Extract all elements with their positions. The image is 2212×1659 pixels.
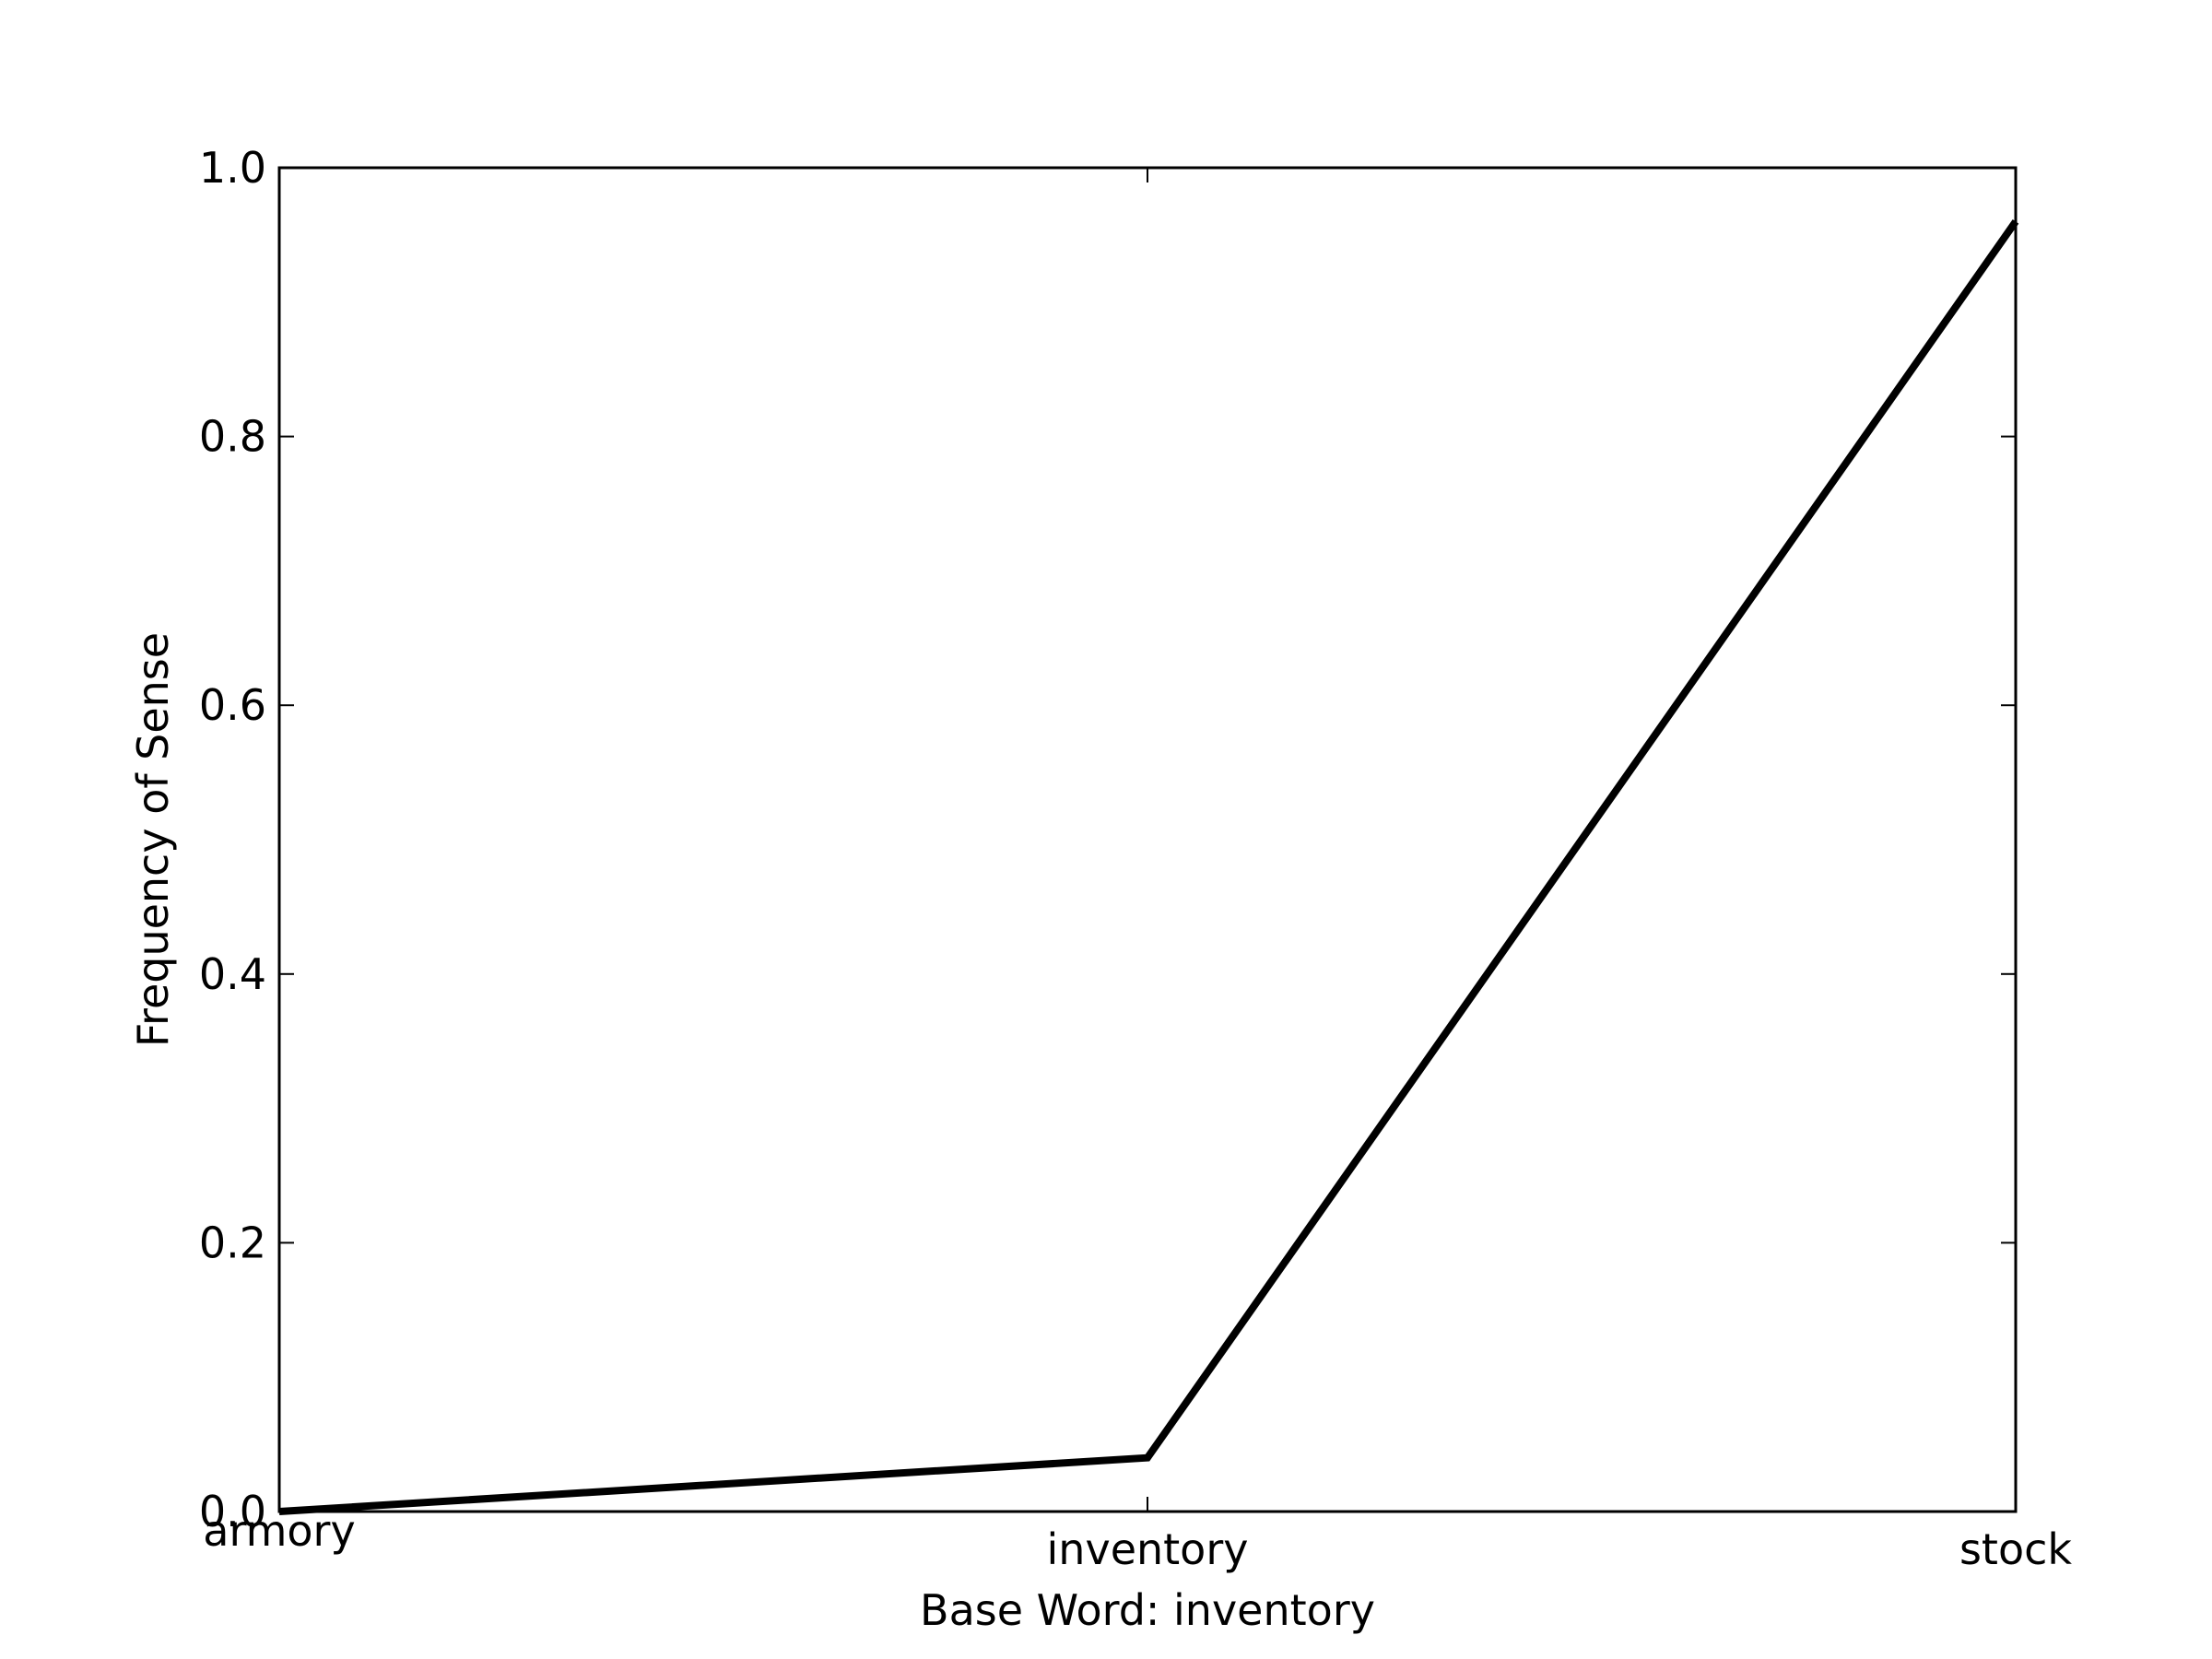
y-tick-label: 0.0 xyxy=(199,1487,266,1536)
x-axis-tick-labels: armory inventory stock xyxy=(203,1506,2072,1574)
series-line xyxy=(278,219,2019,1515)
y-tick-label: 0.6 xyxy=(199,680,266,730)
y-axis-ticks xyxy=(279,167,2016,1512)
y-tick-label: 1.0 xyxy=(199,143,266,193)
x-tick-label: inventory xyxy=(1047,1524,1249,1574)
y-axis-label: Frequency of Sense xyxy=(128,632,178,1047)
y-tick-label: 0.4 xyxy=(199,949,266,999)
plot-frame xyxy=(277,166,2018,1513)
x-axis-label: Base Word: inventory xyxy=(920,1585,1375,1635)
y-tick-label: 0.2 xyxy=(199,1218,266,1267)
series-layer xyxy=(278,219,2019,1515)
y-axis-tick-labels: 0.0 0.2 0.4 0.6 0.8 1.0 xyxy=(199,143,266,1536)
x-tick-label: stock xyxy=(1959,1524,2072,1574)
x-axis-ticks xyxy=(278,168,2017,1512)
x-tick-label: armory xyxy=(203,1506,355,1556)
y-tick-label: 0.8 xyxy=(199,412,266,462)
